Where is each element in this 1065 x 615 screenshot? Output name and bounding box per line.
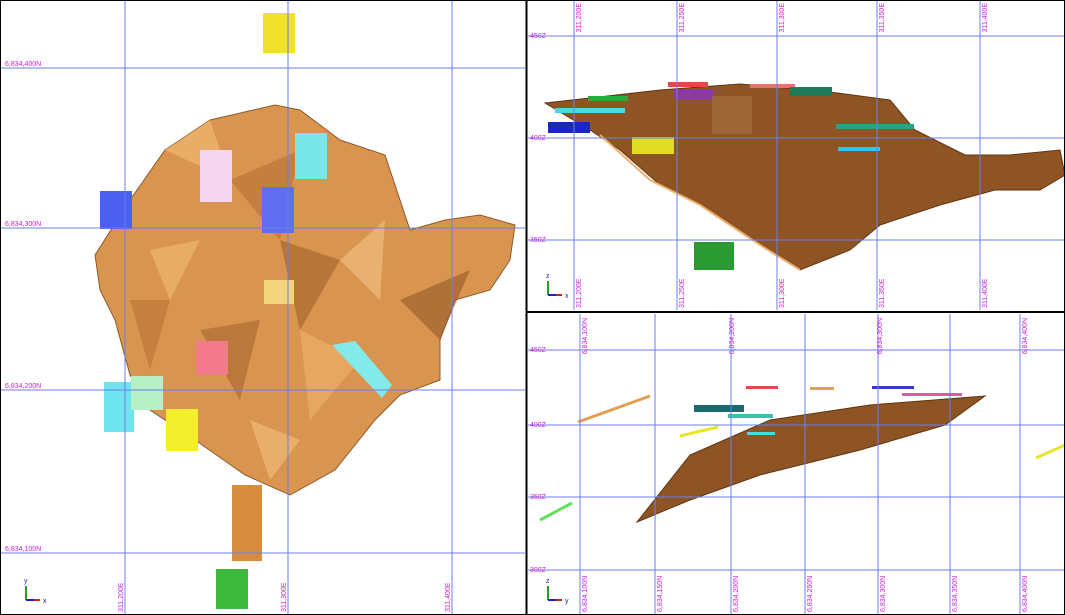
block [166, 409, 198, 451]
grid-label: 6,834,100N [582, 318, 589, 354]
axis-label: z [546, 578, 550, 585]
east-section-view: 311,200E 311,250E 311,300E 311,350E 311,400E… [528, 0, 1065, 310]
drillhole [539, 501, 573, 522]
block [263, 13, 295, 53]
grid-label: 311,200E [576, 3, 583, 33]
grid-label: 311,300E [281, 582, 288, 612]
block [295, 133, 327, 179]
grid-label: 311,250E [679, 3, 686, 33]
grid-label: 6,834,200N [733, 576, 740, 612]
block [750, 84, 795, 88]
block [694, 242, 734, 270]
axis-label: z [546, 273, 550, 280]
grid-label: 6,834,250N [807, 576, 814, 612]
drillhole [577, 394, 651, 424]
block [264, 280, 294, 304]
grid-label: 6,834,300N [880, 576, 887, 612]
grid-label: 311,400E [982, 278, 989, 308]
grid-label: 311,300E [779, 3, 786, 33]
grid-label: 450Z [530, 33, 547, 40]
grid-label: 6,834,100N [582, 576, 589, 612]
grid-label: 6,834,350N [952, 576, 959, 612]
block [548, 122, 590, 133]
grid-label: 400Z [530, 422, 547, 429]
grid-label: 400Z [530, 135, 547, 142]
grid-label: 311,200E [576, 278, 583, 308]
block [836, 124, 914, 129]
block [674, 89, 714, 99]
grid-label: 350Z [530, 494, 547, 501]
block [232, 485, 262, 561]
block [790, 87, 832, 96]
block [746, 386, 778, 389]
drillhole [1035, 443, 1065, 460]
block [200, 150, 232, 202]
orebody [635, 395, 987, 524]
axis-label: x [565, 293, 569, 300]
grid-label: 6,834,150N [657, 576, 664, 612]
block [747, 432, 775, 435]
block [902, 393, 962, 396]
axis-label: x [43, 598, 47, 605]
grid-label: 6,834,400N [5, 61, 41, 68]
block [131, 376, 163, 410]
grid-label: 6,834,200N [729, 318, 736, 354]
block [588, 96, 628, 101]
grid-label: 6,834,400N [1022, 318, 1029, 354]
grid-label: 311,400E [982, 3, 989, 33]
block [728, 414, 773, 418]
block [668, 82, 708, 87]
grid-label: 6,834,400N [1022, 576, 1029, 612]
block [555, 108, 625, 113]
grid-label: 311,200E [118, 582, 125, 612]
block [196, 341, 228, 375]
block [872, 386, 914, 389]
axis-label: y [24, 578, 28, 585]
block [332, 341, 392, 398]
block [810, 387, 834, 390]
grid-label: 350Z [530, 237, 547, 244]
north-section-view: 6,834,100N 6,834,200N 6,834,300N 6,834,400N… [528, 314, 1065, 615]
grid-label: 311,350E [879, 278, 886, 308]
block [712, 96, 752, 134]
grid-label: 311,350E [879, 3, 886, 33]
block [632, 137, 674, 154]
block [216, 569, 248, 609]
grid-label: 311,250E [679, 278, 686, 308]
block [694, 405, 744, 412]
grid-label: 6,834,200N [5, 383, 41, 390]
grid-label: 311,400E [445, 582, 452, 612]
grid-label: 6,834,300N [877, 318, 884, 354]
grid-label: 311,300E [779, 278, 786, 308]
axis-label: y [565, 598, 569, 605]
grid-label: 6,834,300N [5, 221, 41, 228]
block [262, 187, 294, 233]
grid-label: 450Z [530, 347, 547, 354]
drillhole [679, 425, 719, 438]
block [100, 191, 132, 229]
block [838, 147, 880, 151]
plan-view: 6,834,400N 6,834,300N 6,834,200N 6,834,100N… [0, 0, 525, 615]
grid-label: 6,834,100N [5, 546, 41, 553]
grid-label: 300Z [530, 567, 547, 574]
